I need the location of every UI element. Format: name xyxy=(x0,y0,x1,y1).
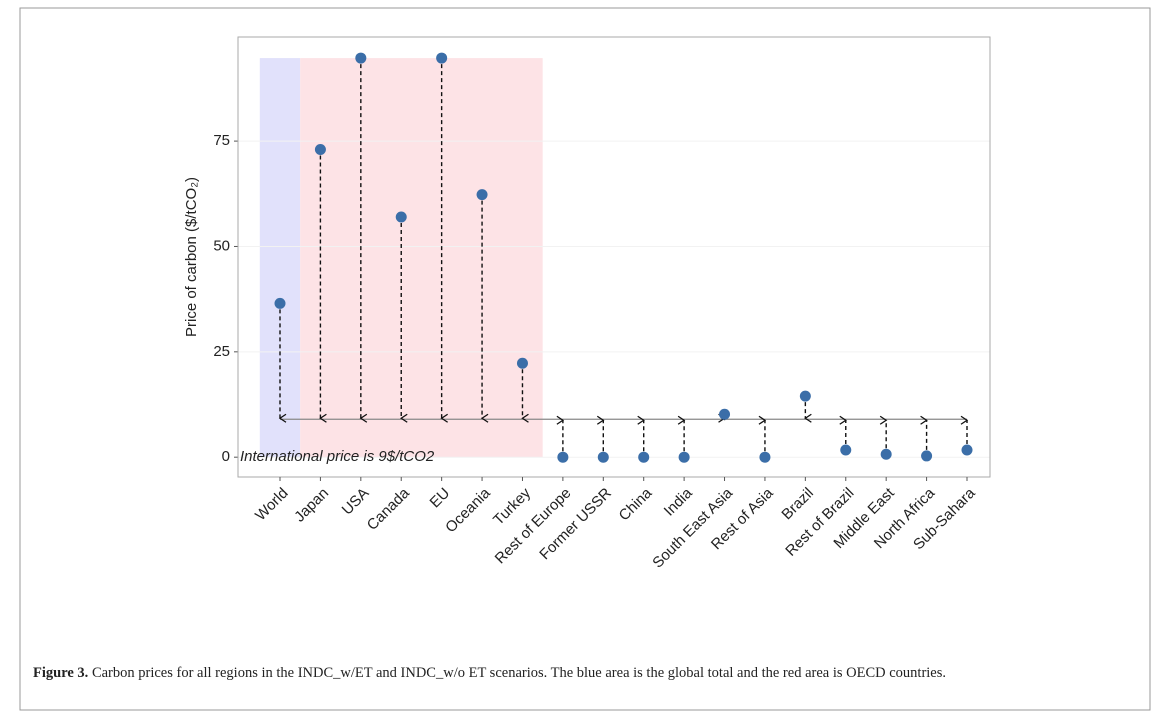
x-tick-label: World xyxy=(252,485,292,525)
point xyxy=(476,189,488,201)
y-tick-label: 50 xyxy=(213,237,230,254)
y-tick-label: 0 xyxy=(222,448,230,465)
x-tick-label: Canada xyxy=(364,484,414,534)
region-band xyxy=(259,58,301,458)
point xyxy=(436,52,448,64)
x-tick-label: Oceania xyxy=(442,484,494,536)
x-tick-label: Former USSR xyxy=(536,485,615,564)
point xyxy=(557,451,569,463)
point xyxy=(759,451,771,463)
point xyxy=(880,448,892,460)
plot-frame xyxy=(237,36,991,478)
y-tick-label: 75 xyxy=(213,132,230,149)
x-tick-label: USA xyxy=(339,485,373,519)
point xyxy=(516,357,528,369)
point xyxy=(355,52,367,64)
region-band xyxy=(300,58,543,458)
caption-text: Carbon prices for all regions in the IND… xyxy=(91,665,947,681)
point xyxy=(597,451,609,463)
y-axis-label: Price of carbon ($/tCO₂) xyxy=(183,177,200,337)
point xyxy=(719,408,731,420)
x-tick-label: India xyxy=(661,484,696,519)
x-tick-label: Brazil xyxy=(778,485,817,524)
x-tick-label: Japan xyxy=(291,485,332,526)
point xyxy=(921,450,933,462)
caption-label: Figure 3. xyxy=(33,665,89,681)
y-tick-label: 25 xyxy=(213,343,230,360)
x-tick-label: China xyxy=(616,484,656,524)
point xyxy=(314,144,326,156)
point xyxy=(799,390,811,402)
point xyxy=(638,451,650,463)
point xyxy=(840,444,852,456)
point xyxy=(395,211,407,223)
point xyxy=(961,444,973,456)
point xyxy=(274,297,286,309)
point xyxy=(678,451,690,463)
caption: Figure 3. Carbon prices for all regions … xyxy=(33,664,1138,683)
international-price-label: International price is 9$/tCO2 xyxy=(240,448,435,465)
x-tick-label: EU xyxy=(427,485,454,512)
figure-frame xyxy=(19,7,1151,711)
